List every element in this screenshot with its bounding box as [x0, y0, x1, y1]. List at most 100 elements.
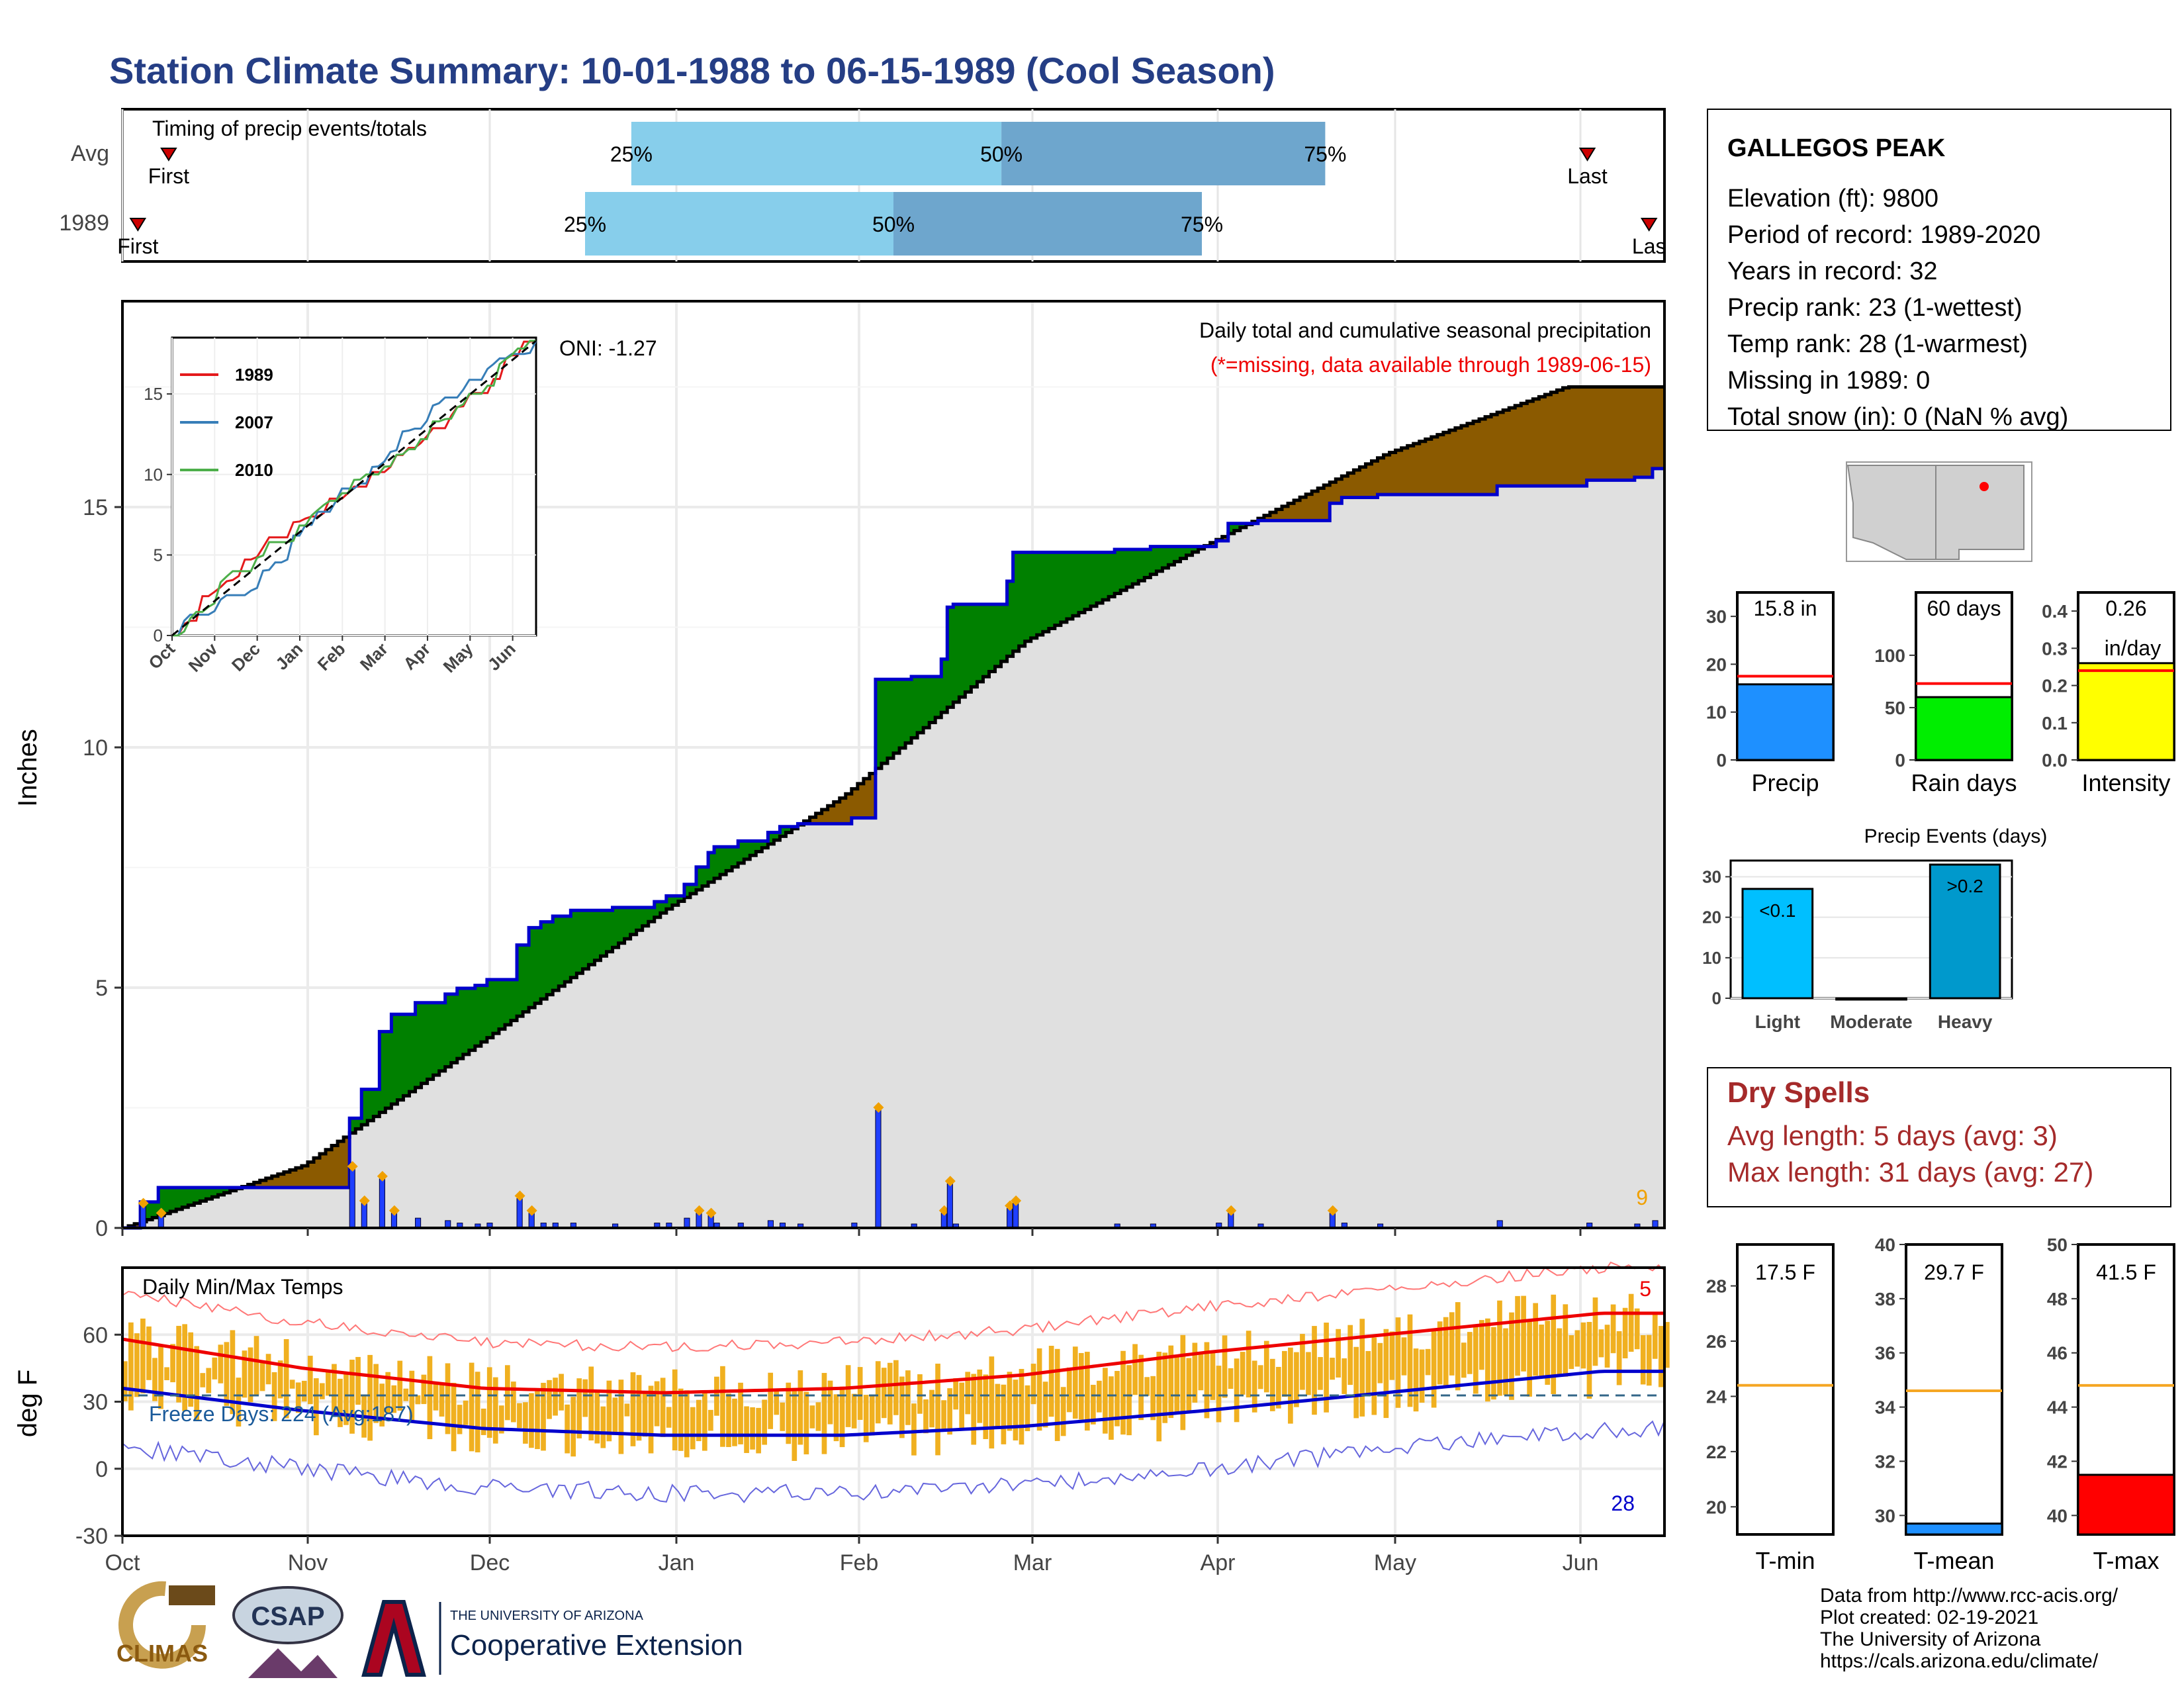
daily-temp-bar — [702, 1390, 707, 1451]
daily-temp-bar — [385, 1372, 391, 1415]
daily-temp-bar — [224, 1342, 230, 1406]
daily-temp-bar — [654, 1381, 660, 1427]
daily-temp-bar — [1294, 1352, 1299, 1407]
event-bar — [1835, 997, 1907, 1001]
daily-precip-bar — [415, 1217, 422, 1229]
daily-temp-bar — [750, 1407, 755, 1450]
summary-bar — [1915, 696, 2013, 761]
daily-temp-bar — [1048, 1346, 1054, 1417]
daily-temp-bar — [1300, 1334, 1305, 1390]
daily-precip-marker — [938, 1205, 950, 1216]
timing-bar-q25-q50 — [585, 192, 893, 256]
daily-temp-bar — [313, 1378, 319, 1436]
daily-temp-bar — [326, 1369, 331, 1396]
daily-temp-bar — [1473, 1326, 1479, 1394]
station-name: GALLEGOS PEAK — [1727, 134, 1946, 162]
daily-temp-bar — [529, 1393, 534, 1448]
daily-temp-bar — [343, 1372, 349, 1425]
daily-temp-bar — [1007, 1372, 1013, 1431]
daily-temp-bar — [588, 1366, 594, 1441]
daily-temp-bar — [1395, 1317, 1401, 1408]
temp-summary-tick-label: 26 — [1706, 1331, 1727, 1352]
daily-temp-bar — [1030, 1364, 1036, 1405]
summary-bar-tick-label: 0 — [1716, 750, 1727, 771]
summary-bar-tick-label: 0.4 — [2042, 601, 2068, 622]
timing-row-label-avg: Avg — [71, 141, 109, 166]
daily-temp-bar — [140, 1318, 146, 1393]
daily-temp-bar — [1019, 1368, 1024, 1445]
daily-temp-bar — [959, 1382, 965, 1429]
daily-temp-bar — [320, 1383, 325, 1399]
temp-summary-tick-label: 32 — [1875, 1451, 1895, 1472]
daily-temp-bar — [977, 1369, 983, 1423]
daily-temp-bar — [517, 1403, 522, 1429]
inset-ytick-label: 15 — [144, 384, 163, 404]
precip-ytick-label: 5 — [95, 976, 108, 1001]
inset-legend-label: 2007 — [235, 412, 273, 432]
daily-precip-bar — [140, 1205, 146, 1229]
summary-bar-tick-label: 50 — [1885, 698, 1905, 718]
summary-bar — [1736, 683, 1835, 761]
temp-bottom-count: 28 — [1611, 1491, 1635, 1515]
daily-temp-bar — [1072, 1346, 1078, 1419]
daily-temp-bar — [1539, 1324, 1545, 1379]
daily-temp-bar — [1509, 1312, 1514, 1400]
daily-temp-bar — [355, 1356, 361, 1405]
daily-temp-bar — [547, 1380, 552, 1419]
daily-temp-bar — [259, 1361, 265, 1391]
temp-panel: -30 0 30 60 Oct Nov Dec Jan Feb Mar Apr May Jun deg… — [13, 1261, 1670, 1575]
csap-logo: CSAP — [232, 1586, 343, 1678]
daily-temp-bar — [463, 1400, 469, 1425]
events-tick-label: 30 — [1702, 867, 1721, 886]
daily-temp-bar — [732, 1398, 737, 1446]
daily-temp-bar — [839, 1386, 845, 1448]
daily-temp-bar — [809, 1405, 815, 1429]
daily-temp-bar — [230, 1330, 236, 1415]
events-tick-label: 20 — [1702, 908, 1721, 927]
daily-temp-bar — [780, 1402, 786, 1431]
precip-panel: 0 5 10 15 Inches Daily total and cumulative… — [13, 300, 1666, 1241]
timing-row-label-year: 1989 — [59, 211, 109, 236]
station-detail: Total snow (in): 0 (NaN % avg) — [1727, 403, 2068, 431]
daily-temp-bar — [887, 1362, 893, 1425]
daily-temp-bar — [349, 1360, 355, 1434]
daily-temp-bar — [492, 1377, 498, 1444]
precip-ytick-label: 0 — [95, 1216, 108, 1241]
daily-temp-bar — [338, 1378, 343, 1427]
daily-temp-bar — [660, 1378, 666, 1437]
daily-temp-bar — [1467, 1332, 1473, 1374]
daily-temp-bar — [253, 1336, 259, 1395]
daily-temp-bar — [983, 1374, 989, 1439]
temp-summary-value: 41.5 F — [2096, 1260, 2156, 1284]
daily-precip-marker — [138, 1197, 149, 1209]
daily-temp-bar — [1269, 1358, 1275, 1411]
daily-temp-bar — [690, 1407, 696, 1450]
oni-label: ONI: -1.27 — [559, 336, 657, 360]
first-event-label: First — [148, 164, 189, 188]
daily-temp-bar — [498, 1405, 504, 1434]
summary-bar-value: 60 days — [1927, 596, 2001, 620]
daily-temp-bar — [917, 1374, 923, 1414]
temp-summary-label: T-min — [1756, 1547, 1815, 1574]
daily-temp-bar — [1001, 1384, 1007, 1444]
temp-xtick-label: Jun — [1563, 1550, 1599, 1575]
daily-temp-bar — [1186, 1358, 1192, 1413]
daily-temp-bar — [792, 1387, 797, 1461]
daily-temp-bar — [935, 1364, 940, 1456]
summary-bar-value: 0.26 — [2105, 596, 2146, 620]
daily-temp-bar — [881, 1368, 887, 1419]
inset-avg-line — [171, 340, 537, 637]
temp-summary-value: 29.7 F — [1924, 1260, 1984, 1284]
daily-temp-bar — [1371, 1337, 1377, 1415]
inset-legend-label: 1989 — [235, 365, 273, 385]
summary-bar-label: Rain days — [1911, 769, 2017, 796]
dry-spells-frame — [1707, 1067, 2171, 1207]
station-detail: Period of record: 1989-2020 — [1727, 221, 2040, 249]
daily-precip-marker — [944, 1176, 956, 1187]
temp-ylabel: deg F — [13, 1370, 42, 1437]
daily-precip-bar — [684, 1217, 690, 1229]
daily-temp-bar — [403, 1388, 409, 1401]
daily-temp-bar — [1634, 1308, 1640, 1350]
daily-temp-bar — [1084, 1352, 1090, 1431]
